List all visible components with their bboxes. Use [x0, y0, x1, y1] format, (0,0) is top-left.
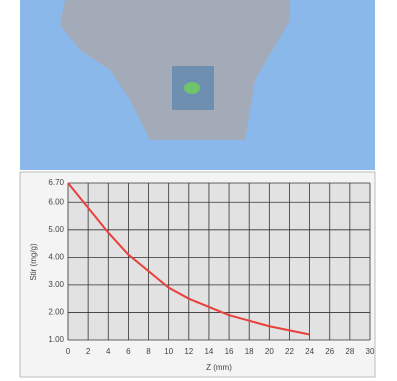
x-tick-label: 20	[265, 347, 274, 356]
hotspot	[184, 82, 200, 94]
x-tick-label: 2	[86, 347, 91, 356]
data-line	[67, 182, 310, 336]
y-axis-title: Stir (mg/g)	[29, 243, 38, 281]
x-tick-label: 6	[126, 347, 131, 356]
y-tick-label: 4.00	[48, 252, 64, 261]
y-tick-label: 6.00	[48, 197, 64, 206]
x-tick-label: 22	[285, 347, 294, 356]
x-tick-label: 12	[184, 347, 193, 356]
x-tick-label: 28	[345, 347, 354, 356]
x-tick-label: 10	[164, 347, 173, 356]
x-tick-label: 16	[225, 347, 234, 356]
x-tick-label: 30	[366, 347, 375, 356]
x-tick-label: 24	[305, 347, 314, 356]
y-tick-label: 3.00	[48, 280, 64, 289]
y-tick-label: 1.00	[48, 335, 64, 344]
x-axis-title: Z (mm)	[206, 363, 232, 372]
x-tick-label: 26	[325, 347, 334, 356]
x-tick-label: 8	[146, 347, 151, 356]
x-tick-label: 0	[66, 347, 71, 356]
plot-area	[68, 183, 370, 340]
y-tick-label: 5.00	[48, 225, 64, 234]
y-tick-label: 6.70	[48, 178, 64, 187]
x-tick-label: 14	[204, 347, 213, 356]
x-tick-label: 18	[245, 347, 254, 356]
y-tick-label: 2.00	[48, 308, 64, 317]
x-tick-label: 4	[106, 347, 111, 356]
